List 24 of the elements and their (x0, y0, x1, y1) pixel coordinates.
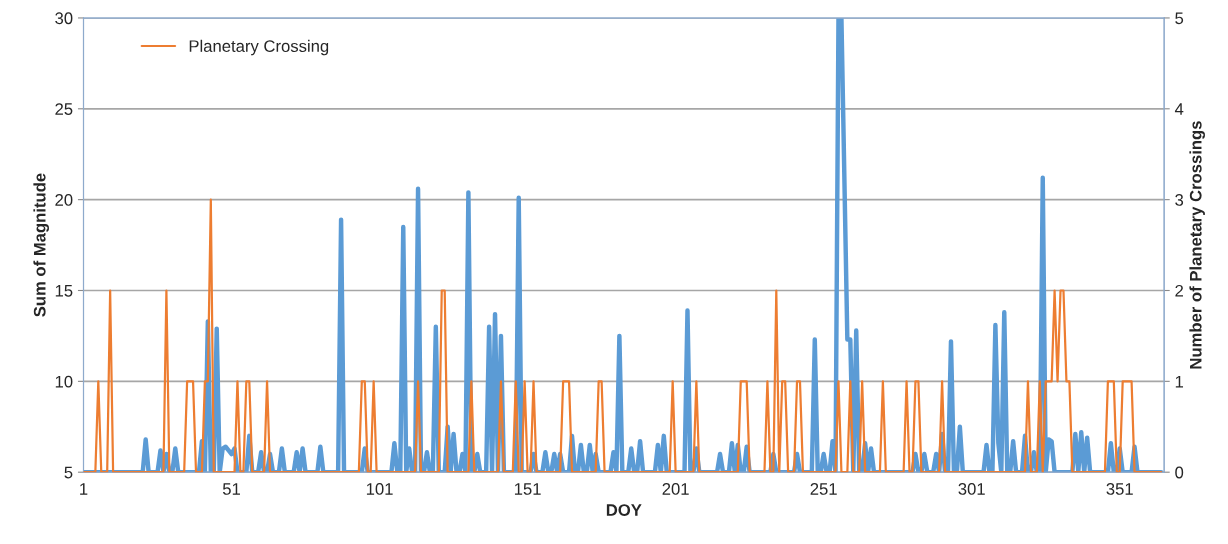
y-tick-label: 30 (55, 12, 73, 25)
x-tick-label: 251 (810, 483, 837, 495)
x-tick-label: 301 (958, 483, 985, 495)
x-tick-label: 1 (80, 483, 88, 495)
x-tick-label: 151 (514, 483, 541, 495)
y2-tick-label: 4 (1174, 103, 1184, 115)
y2-tick-label: 2 (1175, 284, 1183, 297)
legend-label: Planetary Crossing (189, 39, 329, 56)
x-axis-title: DOY (606, 504, 642, 516)
y-tick-label: 15 (55, 285, 73, 297)
y-tick-label: 20 (55, 194, 73, 206)
y-tick-label: 25 (55, 103, 73, 115)
y2-axis-title: Number of Planetary Crossings (1189, 121, 1205, 369)
y-tick-label: 5 (64, 466, 73, 479)
x-tick-label: 351 (1106, 483, 1133, 495)
x-tick-label: 201 (662, 483, 689, 495)
y2-tick-label: 3 (1175, 194, 1184, 206)
y-axis-title: Sum of Magnitude (33, 173, 49, 317)
x-tick-label: 101 (366, 483, 393, 495)
x-tick-label: 51 (222, 483, 240, 495)
y2-tick-label: 5 (1175, 12, 1184, 25)
y-tick-label: 10 (55, 375, 73, 388)
y2-tick-label: 1 (1175, 375, 1184, 388)
y2-tick-label: 0 (1175, 466, 1184, 479)
